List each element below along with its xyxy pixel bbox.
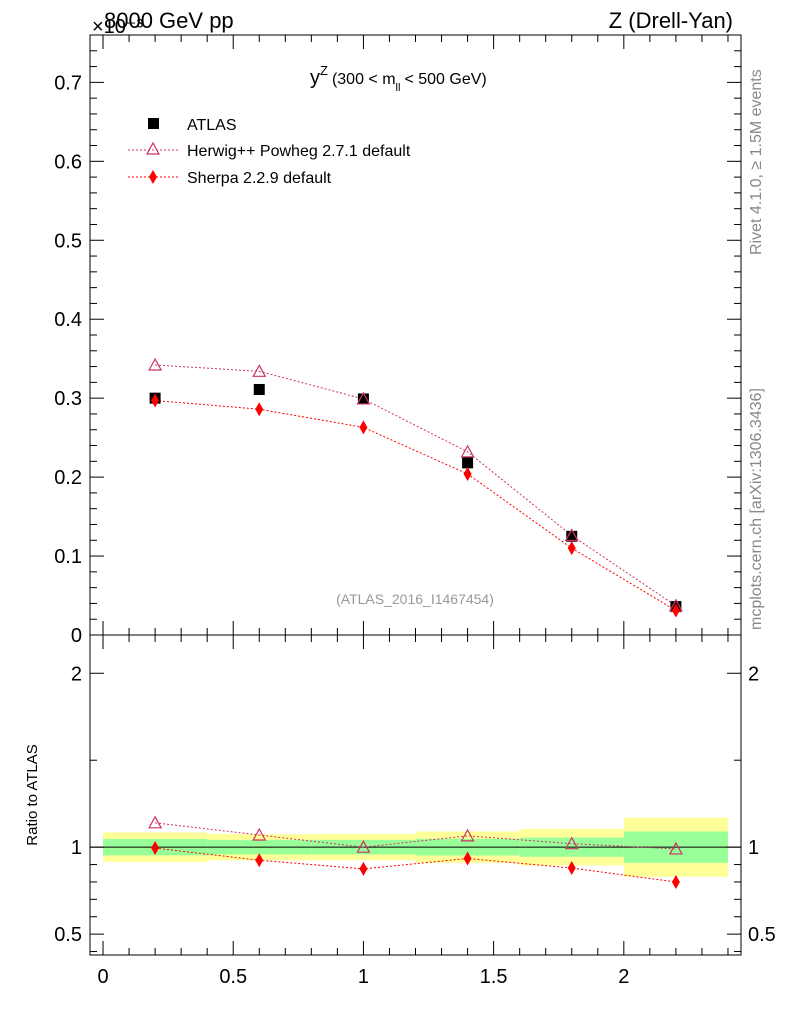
legend-entry-sherpa: Sherpa 2.2.9 default [128,170,332,187]
plot-title-post: < 500 GeV) [404,71,486,88]
legend-herwig-label: Herwig++ Powheg 2.7.1 default [187,143,411,160]
legend-sherpa-diamond-icon [149,170,157,184]
ratio-y-tick-label-left: 1 [71,837,82,859]
legend-sherpa-label: Sherpa 2.2.9 default [187,170,332,187]
ratio-sherpa-line [155,847,676,883]
ratio-y-tick-label-left: 0.5 [54,924,82,946]
main-herwig-point [252,364,267,377]
main-atlas-point [253,383,265,395]
plot-title-pre: (300 < m [332,71,396,88]
legend: ATLAS Herwig++ Powheg 2.7.1 default Sher… [128,117,411,187]
x-tick-label: 1.5 [480,966,508,988]
main-sherpa-line [155,400,677,611]
x-tick-label: 0.5 [219,966,247,988]
plot-title-main: y [310,67,320,89]
main-y-tick-label: 0.7 [54,72,82,94]
ratio-ylabel: Ratio to ATLAS [24,744,41,845]
ratio-sherpa-point [671,874,680,889]
main-atlas-point [357,393,369,405]
main-herwig-point [148,357,163,371]
main-sherpa-point [255,402,264,417]
main-sherpa-point [463,466,472,481]
main-herwig-point [460,444,475,458]
plot-title: yZ (300 < mll < 500 GeV) [310,63,487,94]
main-y-tick-label: 0.2 [54,467,82,489]
x-tick-label: 2 [618,966,629,988]
ratio-sherpa-point [151,841,160,856]
process-label: Z (Drell-Yan) [609,8,733,33]
ratio-herwig-point [252,827,267,841]
legend-entry-herwig: Herwig++ Powheg 2.7.1 default [128,141,411,160]
ratio-panel: 0.5 0.5 1 1 2 2 0 0.5 1 1.5 2 Ratio to ATLAS [24,634,776,988]
legend-entry-atlas: ATLAS [148,117,237,134]
main-herwig-line [155,364,677,607]
mcplots-url-label: mcplots.cern.ch [arXiv:1306.3436] [748,388,765,630]
ratio-sherpa-point [567,861,576,876]
ratio-frame [89,634,742,956]
main-sherpa-point [359,420,368,435]
main-sherpa-point [567,541,576,556]
ratio-herwig-line [155,822,676,850]
main-sherpa-point [671,603,680,618]
main-y-tick-label: 0.6 [54,151,82,173]
plot-title-sub: ll [396,82,401,94]
ratio-herwig-point [356,839,371,853]
legend-atlas-label: ATLAS [187,117,237,134]
ratio-herwig-point [564,836,579,850]
analysis-watermark: (ATLAS_2016_I1467454) [336,591,494,607]
ratio-sherpa-point [359,861,368,876]
main-atlas-point [462,457,474,469]
main-herwig-point [356,391,371,405]
rivet-version-label: Rivet 4.1.0, ≥ 1.5M events [748,69,765,255]
main-y-tick-label: 0.1 [54,546,82,568]
ratio-sherpa-point [255,853,264,868]
exponent-label: ×10⁻³ [92,16,143,38]
main-y-tick-label: 0.5 [54,230,82,252]
main-panel: 0 0.1 0.2 0.3 0.4 0.5 0.6 0.7 yZ (300 < mll < 500… [54,34,742,647]
collision-label: 8000 GeV pp [104,8,234,33]
legend-herwig-triangle-icon [145,141,161,155]
ratio-herwig-point [668,841,683,855]
main-sherpa-point [151,393,160,408]
ratio-y-tick-label-left: 2 [71,663,82,685]
x-tick-label: 0 [97,966,108,988]
ratio-sherpa-point [463,851,472,866]
ratio-herwig-point [460,828,475,842]
plot-title-sup: Z [320,63,328,78]
ratio-herwig-point [148,815,163,829]
main-atlas-point [566,530,578,542]
main-y-tick-label: 0.3 [54,388,82,410]
x-tick-label: 1 [358,966,369,988]
ratio-y-tick-label-right: 0.5 [748,924,776,946]
ratio-y-tick-label-right: 1 [748,837,759,859]
main-y-tick-label: 0.4 [54,309,82,331]
legend-atlas-square-icon [148,118,159,129]
main-y-tick-label: 0 [71,625,82,647]
ratio-y-tick-label-right: 2 [748,663,759,685]
main-herwig-point [564,528,579,542]
